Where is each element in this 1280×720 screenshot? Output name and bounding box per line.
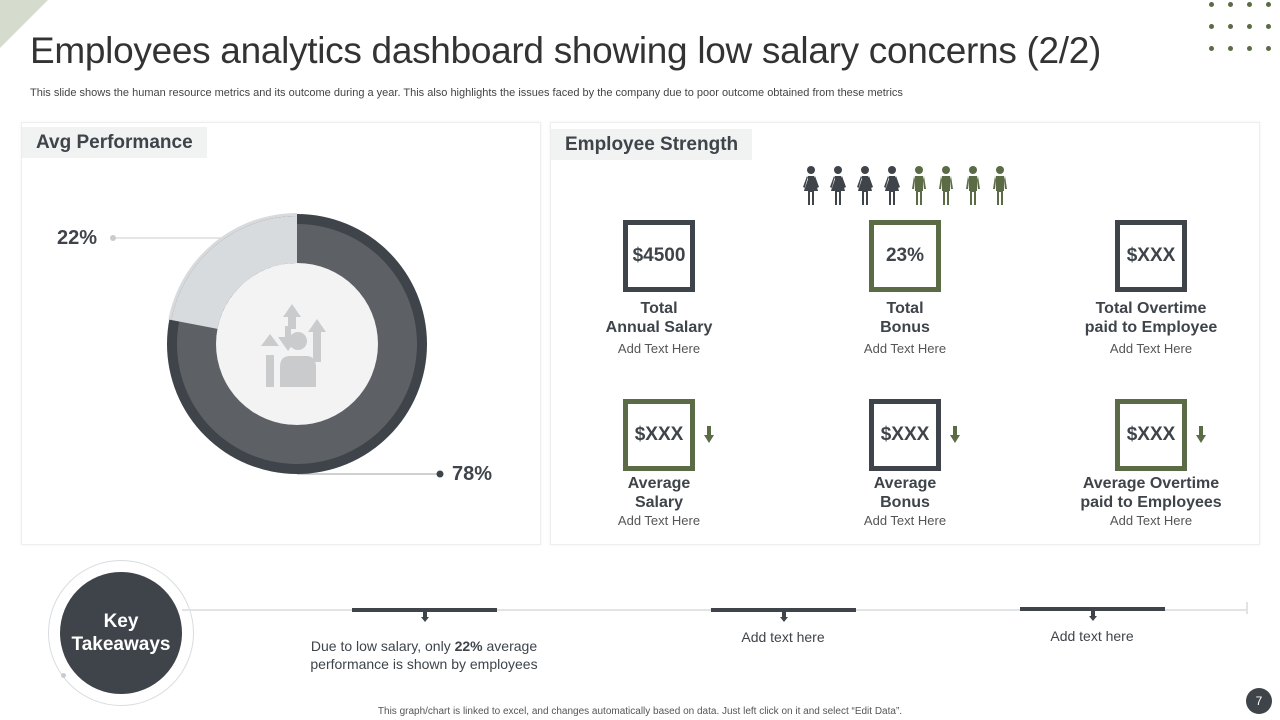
metric-value-box: 23%: [869, 220, 941, 292]
male-person-icon: [912, 166, 926, 205]
metric-label-line2: paid to Employees: [1080, 494, 1222, 511]
metric-label-line2: Salary: [634, 494, 684, 511]
metric-label-line2: Bonus: [880, 319, 930, 336]
metric-subtext: Add Text Here: [863, 513, 947, 528]
metric-label-line1: Total: [640, 300, 678, 317]
metric-label: Average Overtime paid to Employees: [1051, 474, 1251, 512]
metric-subtext: Add Text Here: [1109, 513, 1193, 528]
takeaway-item-2: Add text here: [741, 629, 825, 645]
metric-value: $XXX: [634, 424, 684, 445]
down-arrow-icon: [704, 426, 714, 443]
key-takeaways-badge: Key Takeaways: [60, 572, 182, 694]
slice-label-22: 22%: [57, 227, 98, 249]
metric-label-line1: Average: [627, 475, 691, 492]
metric-label: Average Bonus: [805, 474, 1005, 512]
metric-value: $XXX: [1126, 424, 1176, 445]
takeaway-bar-1: [352, 608, 497, 612]
timeline-end-mark: [1246, 602, 1248, 614]
leader-dot-22: [110, 235, 116, 241]
metric-subtext: Add Text Here: [617, 341, 701, 356]
takeaway-1-highlight: 22%: [454, 638, 483, 654]
decor-dot: [1209, 46, 1214, 51]
male-person-icon: [966, 166, 980, 205]
ring-dot: [61, 673, 66, 678]
employee-growth-icon: [261, 304, 326, 387]
takeaway-1-text-b: average performance is shown by employee…: [310, 638, 538, 672]
metric-value: $XXX: [1126, 245, 1176, 266]
corner-decoration: [0, 0, 48, 48]
slice-label-78: 78%: [452, 463, 493, 485]
metric-value-box: $XXX: [623, 399, 695, 471]
employee-people-icons: [799, 165, 1039, 207]
decor-dot: [1228, 46, 1233, 51]
avg-performance-panel: Avg Performance 22% 78%: [21, 122, 541, 545]
takeaway-item-1: Due to low salary, only 22% average perf…: [290, 637, 558, 673]
male-person-icon: [993, 166, 1007, 205]
down-arrow-icon: [950, 426, 960, 443]
metric-label-line1: Total Overtime: [1095, 300, 1207, 317]
metric-value-box: $XXX: [1115, 399, 1187, 471]
metric-label-line1: Average Overtime: [1082, 475, 1220, 492]
male-person-icon: [939, 166, 953, 205]
female-person-icon: [884, 166, 900, 205]
key-takeaways-ring: [48, 560, 194, 706]
takeaway-bar-3: [1020, 607, 1165, 611]
female-person-icon: [803, 166, 819, 205]
takeaway-pin-2-icon: [780, 612, 788, 622]
decor-dot: [1266, 46, 1271, 51]
metric-subtext: Add Text Here: [863, 341, 947, 356]
footnote: This graph/chart is linked to excel, and…: [377, 706, 903, 717]
decor-dot: [1247, 2, 1252, 7]
metric-label: Total Annual Salary: [559, 299, 759, 337]
decor-dot: [1247, 46, 1252, 51]
metric-label: Average Salary: [559, 474, 759, 512]
decor-dot: [1266, 24, 1271, 29]
decor-dot: [1209, 24, 1214, 29]
takeaway-1-text-a: Due to low salary, only: [310, 638, 455, 654]
metric-value-box: $XXX: [869, 399, 941, 471]
decor-dot: [1228, 2, 1233, 7]
female-person-icon: [857, 166, 873, 205]
metric-value: $4500: [632, 245, 686, 266]
decor-dot: [1209, 2, 1214, 7]
metric-label-line1: Average: [873, 475, 937, 492]
decor-dot: [1247, 24, 1252, 29]
donut-chart[interactable]: [22, 123, 542, 545]
dot-grid-decoration: [1207, 0, 1275, 62]
donut-slice-22[interactable]: [171, 216, 297, 329]
key-takeaways-line1: Key: [103, 611, 139, 632]
takeaway-pin-1-icon: [421, 612, 429, 622]
employee-strength-panel: Employee Strength $4500 Total Annual Salar…: [550, 122, 1260, 545]
donut-slice-rim-22: [168, 213, 297, 321]
down-arrow-icon: [1196, 426, 1206, 443]
donut-slice-78[interactable]: [177, 224, 417, 465]
key-takeaways-line2: Takeaways: [71, 634, 171, 655]
metric-label-line2: Bonus: [880, 494, 930, 511]
metric-label: Total Overtime paid to Employee: [1051, 299, 1251, 337]
leader-dot-78: [436, 470, 444, 478]
employee-strength-heading: Employee Strength: [551, 129, 753, 160]
takeaway-pin-3-icon: [1089, 611, 1097, 621]
metric-label-line2: paid to Employee: [1084, 319, 1218, 336]
decor-dot: [1228, 24, 1233, 29]
decor-dot: [1266, 2, 1271, 7]
metric-label: Total Bonus: [805, 299, 1005, 337]
metric-value-box: $4500: [623, 220, 695, 292]
page-title: Employees analytics dashboard showing lo…: [30, 30, 1102, 71]
metric-label-line1: Total: [886, 300, 924, 317]
female-person-icon: [830, 166, 846, 205]
takeaway-bar-2: [711, 608, 856, 612]
page-number: 7: [1246, 688, 1272, 714]
metric-subtext: Add Text Here: [617, 513, 701, 528]
metric-value: $XXX: [880, 424, 930, 445]
takeaway-item-3: Add text here: [1050, 628, 1134, 644]
avg-performance-heading: Avg Performance: [22, 127, 207, 158]
metric-value: 23%: [885, 245, 925, 266]
metric-value-box: $XXX: [1115, 220, 1187, 292]
page-subtitle: This slide shows the human resource metr…: [30, 87, 903, 99]
metric-label-line2: Annual Salary: [605, 319, 713, 336]
metric-subtext: Add Text Here: [1109, 341, 1193, 356]
